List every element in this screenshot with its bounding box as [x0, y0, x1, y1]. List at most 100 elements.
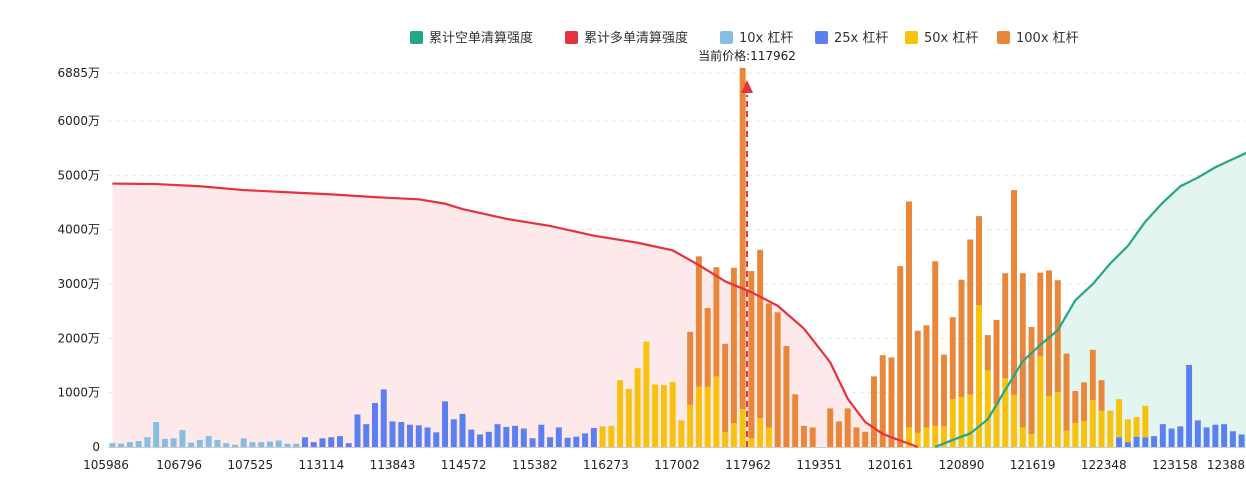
bar-x100: [1046, 270, 1053, 396]
bar-x25: [1186, 364, 1193, 447]
bar-x25: [573, 436, 580, 447]
bar-x25: [494, 424, 501, 447]
bar-x25: [1116, 437, 1123, 447]
bar-x100: [923, 325, 930, 428]
bar-x100: [1063, 353, 1070, 431]
bar-x50: [643, 341, 650, 447]
bar-x25: [485, 431, 492, 447]
bar-x25: [468, 429, 475, 447]
x-tick-label: 115382: [512, 458, 558, 472]
bar-x100: [941, 354, 947, 427]
bar-x100: [722, 343, 729, 433]
bar-x50: [1098, 410, 1105, 447]
bar-x100: [949, 317, 956, 400]
bar-x25: [328, 437, 335, 447]
bar-x50: [941, 426, 947, 447]
bar-x50: [1046, 395, 1053, 447]
bar-x10: [214, 439, 221, 447]
bar-x10: [109, 443, 116, 447]
bar-x50: [1002, 378, 1009, 447]
legend-label-long: 累计多单清算强度: [584, 30, 688, 46]
y-tick-label: 3000万: [57, 277, 100, 291]
legend-label-x25: 25x 杠杆: [834, 30, 888, 46]
legend-swatch-x10: [720, 31, 733, 44]
y-tick-label: 6885万: [57, 66, 100, 80]
x-tick-label: 113843: [370, 458, 416, 472]
bar-x25: [1159, 424, 1166, 447]
bar-x10: [118, 443, 125, 447]
legend-swatch-x100: [997, 31, 1010, 44]
bar-x25: [1221, 424, 1228, 447]
bar-x25: [424, 427, 431, 447]
legend-label-short: 累计空单清算强度: [429, 30, 533, 46]
bar-x100: [967, 239, 974, 395]
bar-x100: [730, 267, 737, 424]
current-price-label: 当前价格:117962: [698, 48, 796, 63]
y-tick-label: 0: [92, 440, 100, 454]
bar-x25: [1177, 426, 1184, 447]
bar-x50: [1019, 427, 1026, 447]
bar-x25: [319, 438, 326, 447]
bar-x50: [1011, 394, 1017, 447]
bar-x25: [529, 438, 536, 447]
x-tick-label: 107525: [227, 458, 273, 472]
x-tick-label: 117962: [725, 458, 771, 472]
bar-x50: [906, 427, 912, 447]
bar-x100: [958, 279, 965, 398]
bar-x100: [757, 249, 764, 419]
x-tick-label: 119351: [796, 458, 842, 472]
bar-x50: [695, 386, 702, 447]
bar-x50: [958, 397, 965, 447]
bar-x100: [792, 394, 799, 447]
x-tick-label: 117002: [654, 458, 700, 472]
legend-label-x10: 10x 杠杆: [739, 30, 793, 46]
bar-x25: [372, 403, 378, 447]
bar-x25: [301, 437, 308, 447]
bar-x50: [730, 423, 737, 447]
bar-x100: [748, 271, 755, 439]
bar-x100: [993, 319, 1000, 405]
bar-x25: [503, 426, 510, 447]
bar-x10: [231, 444, 238, 447]
legend-swatch-short: [410, 31, 423, 44]
bar-x10: [266, 441, 273, 447]
bar-x10: [161, 438, 168, 447]
bar-x100: [853, 427, 860, 447]
bar-x25: [590, 427, 597, 447]
x-tick-label: 114572: [441, 458, 487, 472]
y-tick-label: 4000万: [57, 223, 100, 237]
bar-x10: [249, 442, 256, 447]
bar-x50: [713, 376, 720, 447]
bar-x50: [1116, 399, 1123, 438]
bar-x100: [844, 408, 851, 447]
bar-x50: [923, 427, 930, 447]
bar-x100: [1028, 326, 1035, 434]
x-tick-label: 120890: [939, 458, 985, 472]
bar-x100: [800, 425, 807, 447]
x-tick-label: 123158: [1152, 458, 1198, 472]
bar-x100: [704, 307, 711, 387]
bar-x25: [407, 424, 413, 447]
bar-x100: [1072, 391, 1079, 424]
bar-x25: [433, 432, 440, 447]
bar-x25: [337, 436, 343, 447]
legend-label-x100: 100x 杠杆: [1016, 30, 1079, 46]
bar-x10: [258, 442, 265, 447]
y-tick-label: 6000万: [57, 114, 100, 128]
bar-x100: [870, 376, 877, 447]
bar-x50: [1028, 433, 1035, 447]
bar-x10: [205, 436, 212, 447]
long-line: [112, 182, 919, 449]
bar-x50: [914, 432, 921, 447]
legend-swatch-x25: [815, 31, 828, 44]
bar-x50: [1133, 417, 1140, 437]
bar-x50: [748, 438, 755, 447]
bar-x25: [310, 442, 317, 447]
bar-x100: [906, 201, 912, 428]
bar-x100: [695, 256, 702, 387]
bar-x50: [608, 425, 615, 447]
bar-x25: [398, 422, 405, 447]
bar-x100: [827, 408, 834, 447]
bar-x100: [1019, 273, 1026, 428]
